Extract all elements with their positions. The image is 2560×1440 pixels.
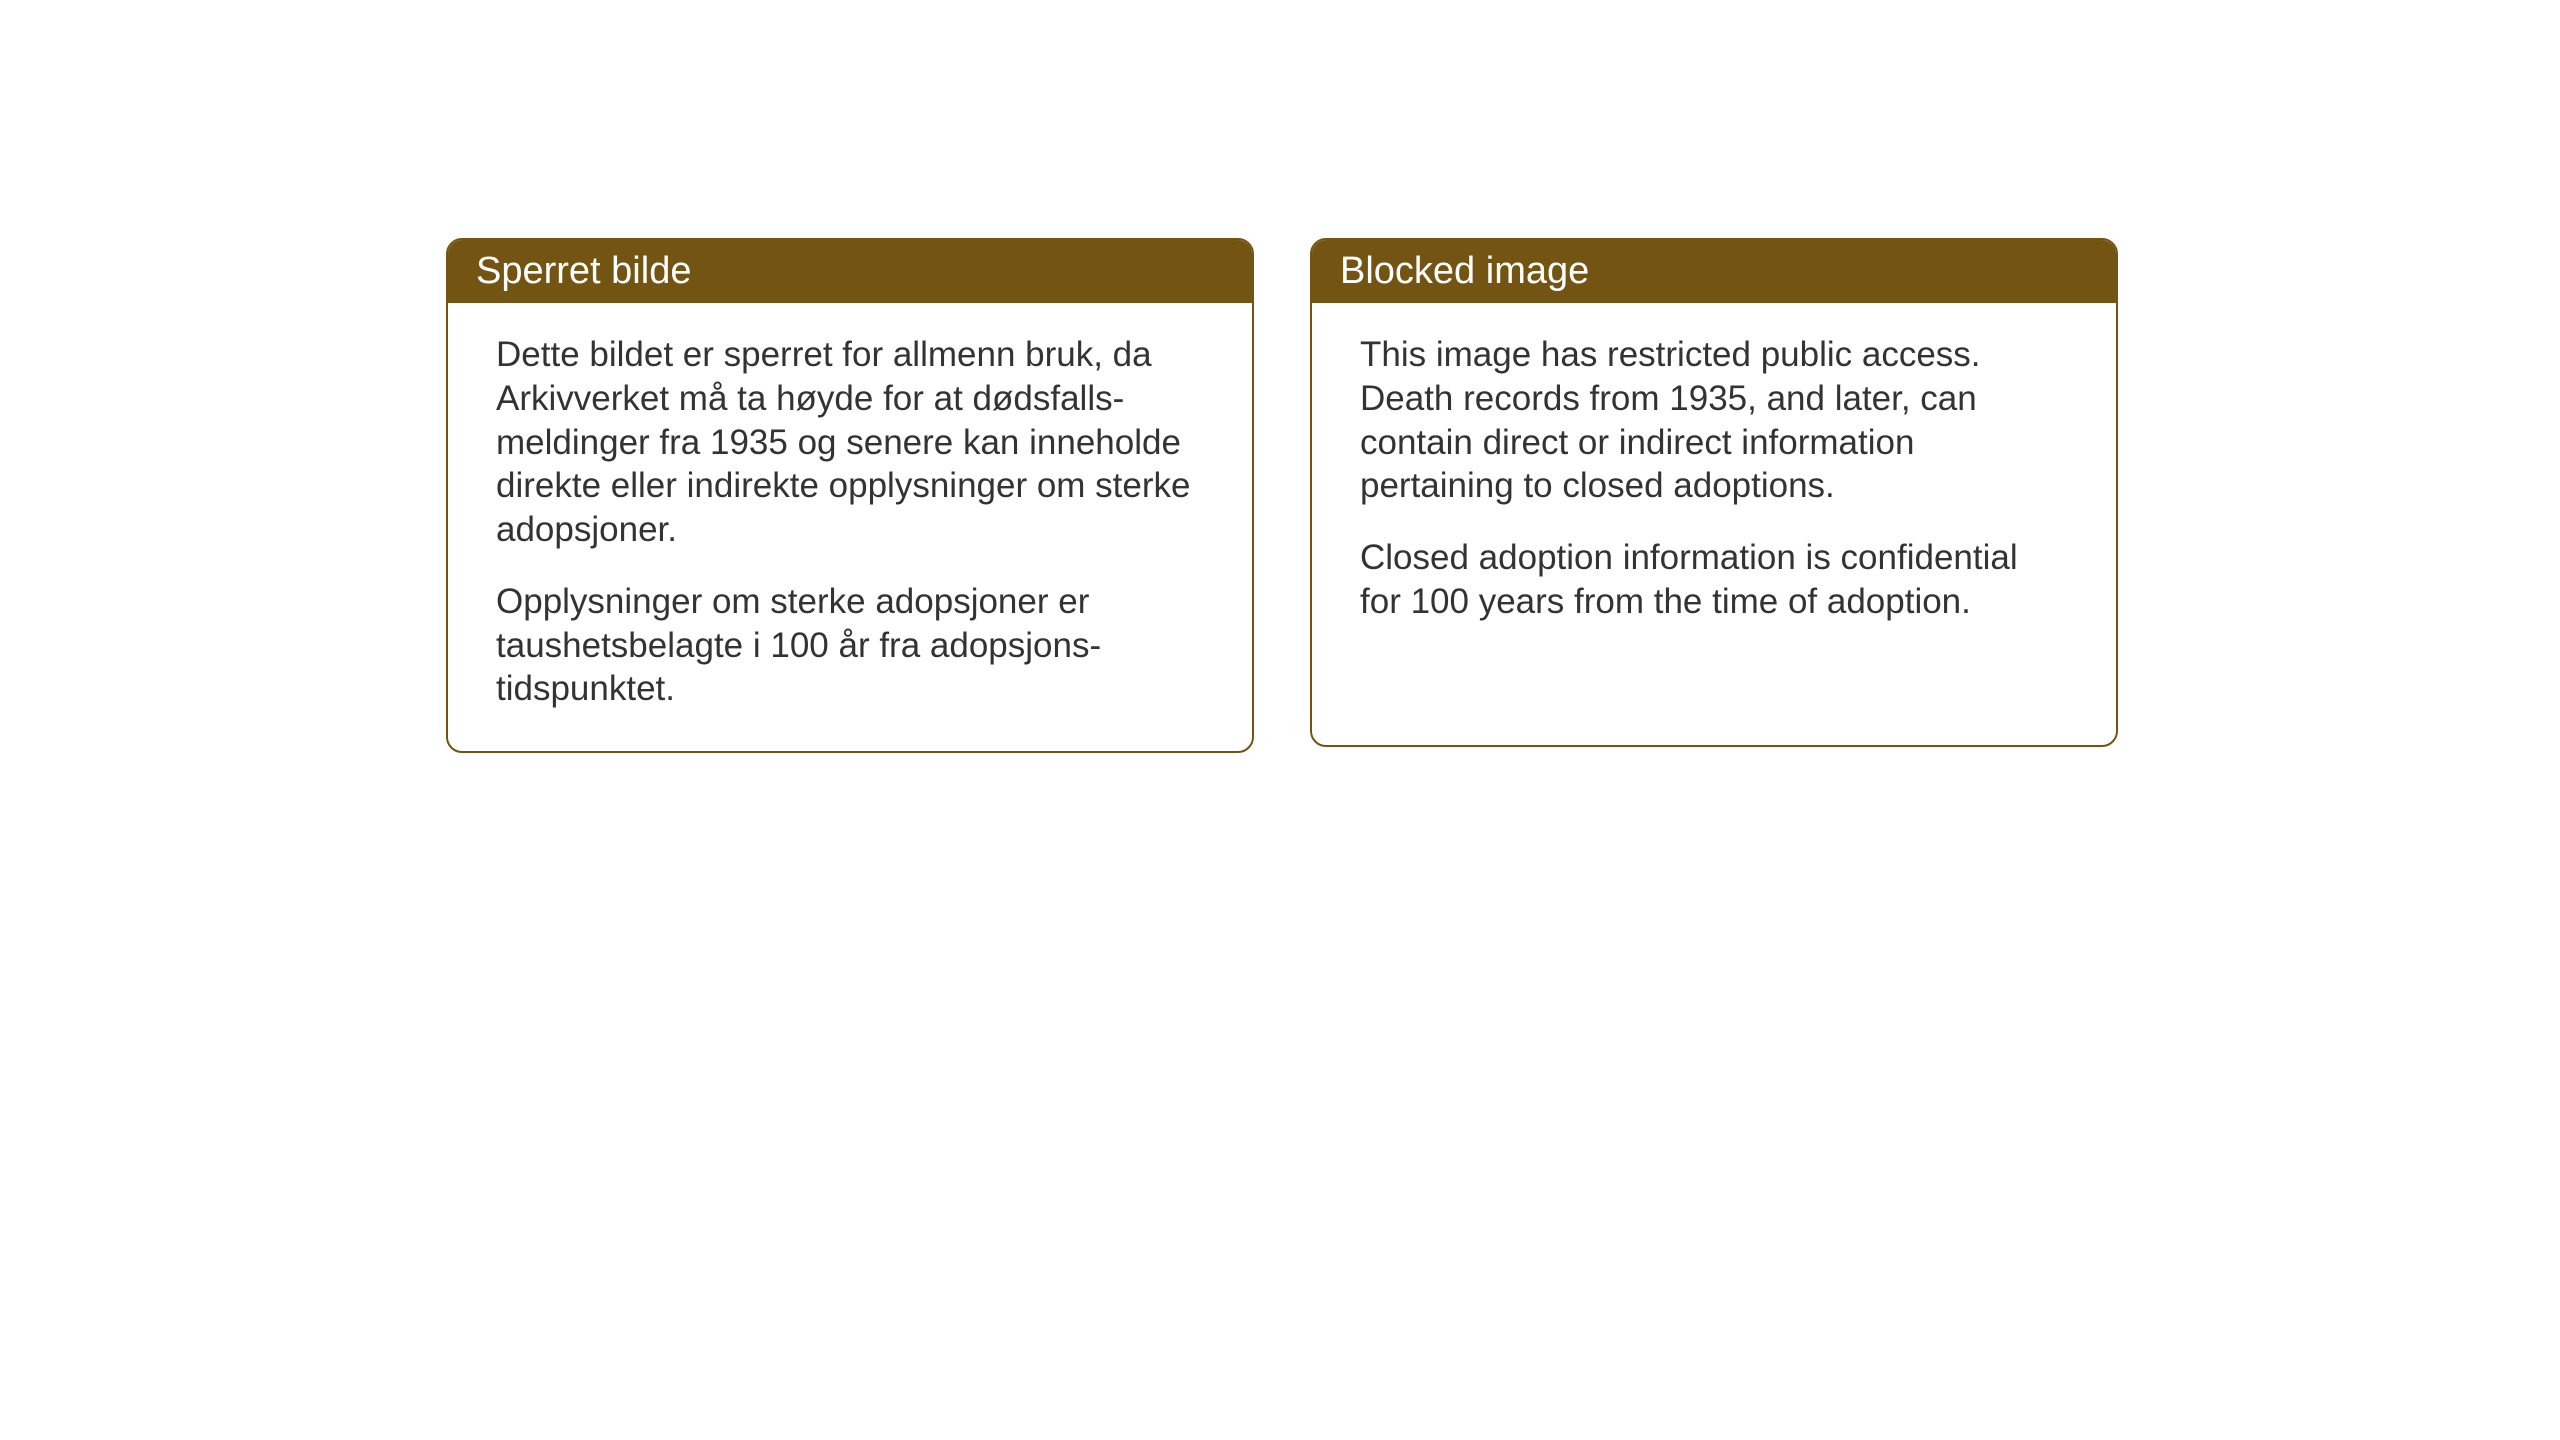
norwegian-paragraph-1: Dette bildet er sperret for allmenn bruk… [496,333,1204,552]
english-notice-card: Blocked image This image has restricted … [1310,238,2118,747]
english-paragraph-2: Closed adoption information is confident… [1360,536,2068,624]
english-card-title: Blocked image [1312,240,2116,303]
notice-container: Sperret bilde Dette bildet er sperret fo… [446,238,2118,753]
english-paragraph-1: This image has restricted public access.… [1360,333,2068,508]
english-card-body: This image has restricted public access.… [1312,303,2116,664]
norwegian-notice-card: Sperret bilde Dette bildet er sperret fo… [446,238,1254,753]
norwegian-paragraph-2: Opplysninger om sterke adopsjoner er tau… [496,580,1204,711]
norwegian-card-title: Sperret bilde [448,240,1252,303]
norwegian-card-body: Dette bildet er sperret for allmenn bruk… [448,303,1252,751]
